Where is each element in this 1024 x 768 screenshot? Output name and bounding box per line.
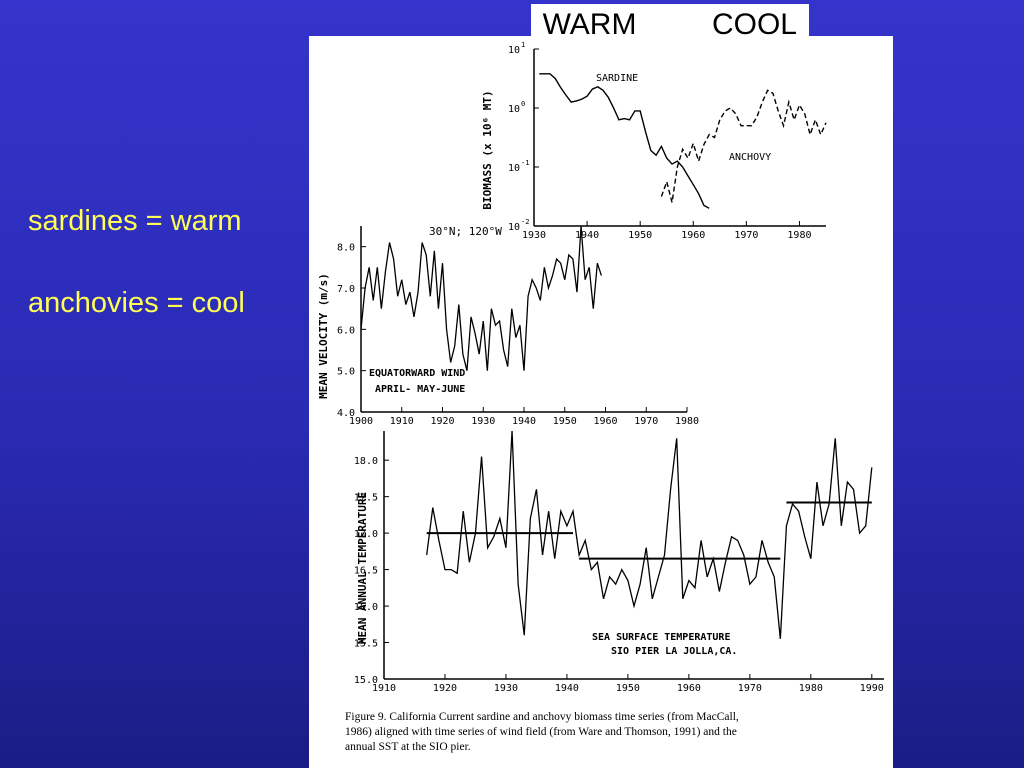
legend-anchovy: ANCHOVY [729,152,771,163]
biomass-xtick-label: 1970 [734,230,758,241]
sst-ytick-label: 18.0 [354,456,378,467]
sst-annotation-2: SIO PIER LA JOLLA,CA. [611,646,737,657]
sst-series-line [426,430,873,639]
wind-ytick-label: 6.0 [337,325,355,336]
sst-ytick-label: 15.5 [354,639,378,650]
biomass-xtick-label: 1940 [575,230,599,241]
sst-ytick-label: 17.5 [354,493,378,504]
wind-xtick-label: 1900 [349,416,373,427]
biomass-ylabel: BIOMASS (x 10⁶ MT) [481,90,494,209]
wind-xtick-label: 1960 [593,416,617,427]
sst-xtick-label: 1960 [677,683,701,694]
biomass-xtick-label: 1930 [522,230,546,241]
wind-title: 30°N; 120°W [429,225,502,238]
wind-xtick-label: 1930 [471,416,495,427]
wind-annotation-1: EQUATORWARD WIND [369,368,465,379]
biomass-xtick-label: 1950 [628,230,652,241]
bullet-sardines-warm: sardines = warm [28,205,242,237]
biomass-ytick-exp: 1 [521,41,525,49]
sst-xtick-label: 1930 [494,683,518,694]
wind-xtick-label: 1950 [553,416,577,427]
biomass-ytick-base: 10 [508,163,520,174]
wind-ytick-label: 7.0 [337,284,355,295]
wind-chart: 30°N; 120°W MEAN VELOCITY (m/s) 4.0 5.0 6.… [317,225,699,427]
biomass-xtick-label: 1960 [681,230,705,241]
sst-xtick-label: 1950 [616,683,640,694]
bullet-anchovies-cool: anchovies = cool [28,287,245,319]
wind-xtick-label: 1970 [634,416,658,427]
biomass-ytick-base: 10 [508,104,520,115]
figure-panel: BIOMASS (x 10⁶ MT) 10 1 10 0 10 -1 10 -2 1930 19… [309,36,893,768]
sst-chart: MEAN ANNUAL TEMPERATURE 15.0 15.5 16.0 16.5… [354,430,884,694]
caption-line-2: 1986) aligned with time series of wind f… [345,726,737,738]
sst-ylabel: MEAN ANNUAL TEMPERATURE [356,492,369,644]
wind-ytick-label: 4.0 [337,408,355,419]
wind-xtick-label: 1910 [390,416,414,427]
sst-annotation-1: SEA SURFACE TEMPERATURE [592,632,730,643]
wind-series-line [360,225,603,371]
series-sardine-line [539,73,710,209]
wind-ytick-label: 8.0 [337,243,355,254]
wind-xtick-label: 1980 [675,416,699,427]
biomass-ytick-exp: -2 [521,218,529,226]
biomass-xtick-label: 1980 [787,230,811,241]
caption-line-1: Figure 9. California Current sardine and… [345,711,739,723]
sst-xtick-label: 1910 [372,683,396,694]
sst-ytick-label: 17.0 [354,529,378,540]
wind-xtick-label: 1920 [430,416,454,427]
sst-ytick-label: 15.0 [354,675,378,686]
sst-xtick-label: 1920 [433,683,457,694]
biomass-ytick-exp: 0 [521,100,525,108]
biomass-ytick-exp: -1 [521,159,529,167]
caption-line-3: annual SST at the SIO pier. [345,741,471,753]
sst-xtick-label: 1970 [738,683,762,694]
wind-annotation-2: APRIL- MAY-JUNE [375,384,465,395]
sst-xtick-label: 1990 [860,683,884,694]
sst-xtick-label: 1980 [799,683,823,694]
biomass-ytick-base: 10 [508,45,520,56]
series-anchovy-line [660,89,827,203]
sst-xtick-label: 1940 [555,683,579,694]
wind-xtick-label: 1940 [512,416,536,427]
sst-ytick-label: 16.0 [354,602,378,613]
biomass-ytick-base: 10 [508,222,520,233]
sst-ytick-label: 16.5 [354,566,378,577]
legend-sardine: SARDINE [596,73,638,84]
wind-ytick-label: 5.0 [337,367,355,378]
wind-ylabel: MEAN VELOCITY (m/s) [317,273,330,399]
